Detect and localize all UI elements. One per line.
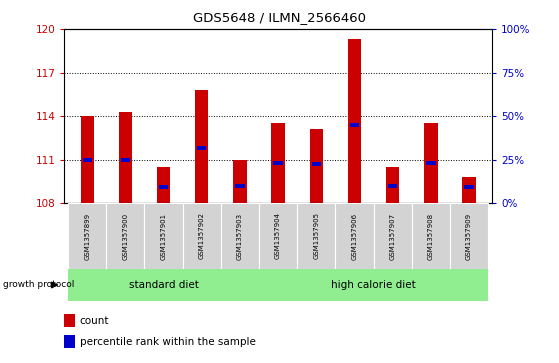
Bar (195, 90, 209, 203)
Text: GDS5648 / ILMN_2566460: GDS5648 / ILMN_2566460 (193, 11, 366, 24)
Bar (386, 167, 399, 203)
Bar (157, 167, 170, 203)
Text: GSM1357908: GSM1357908 (428, 212, 434, 260)
Text: GSM1357907: GSM1357907 (390, 212, 396, 260)
Bar (144, 203, 183, 269)
Bar (106, 203, 144, 269)
Bar (235, 184, 245, 188)
Bar (183, 203, 221, 269)
Text: standard diet: standard diet (129, 280, 198, 290)
Bar (121, 158, 130, 162)
Bar (259, 203, 297, 269)
Text: percentile rank within the sample: percentile rank within the sample (80, 337, 255, 347)
Bar (465, 185, 473, 189)
Bar (424, 123, 438, 203)
Bar (450, 203, 488, 269)
Bar (68, 269, 259, 301)
Bar (64, 314, 74, 327)
Text: GSM1357900: GSM1357900 (122, 212, 129, 260)
Text: GSM1357901: GSM1357901 (160, 212, 167, 260)
Bar (221, 203, 259, 269)
Bar (80, 116, 94, 203)
Text: GSM1357904: GSM1357904 (275, 212, 281, 260)
Text: GSM1357909: GSM1357909 (466, 212, 472, 260)
Bar (297, 203, 335, 269)
Bar (412, 203, 450, 269)
Bar (273, 161, 283, 164)
Text: GSM1357903: GSM1357903 (237, 212, 243, 260)
Bar (335, 203, 373, 269)
Bar (159, 185, 168, 189)
Text: growth protocol: growth protocol (3, 281, 74, 289)
Bar (462, 177, 476, 203)
Bar (68, 203, 106, 269)
Bar (119, 112, 132, 203)
Text: GSM1357899: GSM1357899 (84, 212, 90, 260)
Bar (259, 269, 488, 301)
Text: count: count (80, 316, 109, 326)
Bar (388, 184, 397, 188)
Bar (233, 160, 247, 203)
Bar (83, 158, 92, 162)
Text: GSM1357902: GSM1357902 (199, 212, 205, 260)
Bar (350, 123, 359, 127)
Bar (311, 162, 321, 166)
Bar (348, 39, 361, 203)
Text: high calorie diet: high calorie diet (331, 280, 416, 290)
Text: GSM1357906: GSM1357906 (352, 212, 357, 260)
Text: GSM1357905: GSM1357905 (313, 212, 319, 260)
Bar (272, 123, 285, 203)
Bar (426, 161, 435, 164)
Bar (310, 129, 323, 203)
Bar (197, 146, 206, 150)
Bar (373, 203, 412, 269)
Bar (64, 335, 74, 348)
